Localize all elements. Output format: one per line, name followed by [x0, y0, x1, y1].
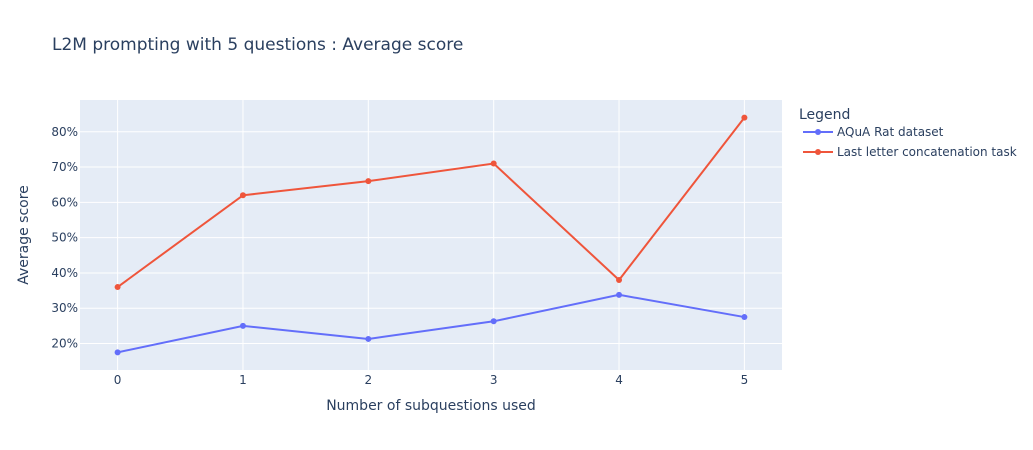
x-tick-label: 3 — [490, 373, 498, 387]
x-axis-title: Number of subquestions used — [326, 398, 536, 414]
y-tick-label: 30% — [51, 301, 78, 315]
series-line — [117, 293, 745, 354]
series-aqua-rat — [114, 291, 748, 356]
plot-area — [80, 100, 782, 370]
x-gridlines — [117, 100, 745, 370]
y-gridlines — [80, 131, 782, 345]
y-tick-label: 50% — [51, 231, 78, 245]
legend-label: AQuA Rat dataset — [837, 125, 944, 139]
series-last-letter — [114, 114, 748, 291]
y-tick-label: 80% — [51, 125, 78, 139]
legend-items: AQuA Rat dataset Last letter concatenatio… — [803, 125, 1017, 159]
data-point — [490, 160, 497, 167]
legend-item: AQuA Rat dataset — [803, 125, 944, 139]
x-tick-labels: 0 1 2 3 4 5 — [114, 373, 748, 387]
legend-marker — [815, 129, 821, 135]
legend-item: Last letter concatenation task — [803, 145, 1017, 159]
y-axis-title: Average score — [16, 185, 32, 285]
legend: Legend AQuA Rat dataset Last letter conca… — [799, 107, 1017, 159]
data-point — [741, 114, 748, 121]
y-tick-label: 70% — [51, 160, 78, 174]
x-tick-label: 5 — [741, 373, 749, 387]
series-line — [117, 117, 746, 288]
data-point — [114, 284, 121, 291]
chart-title: L2M prompting with 5 questions : Average… — [52, 35, 463, 55]
x-tick-label: 2 — [365, 373, 373, 387]
data-point — [741, 314, 748, 321]
legend-title: Legend — [799, 107, 850, 123]
data-point — [365, 178, 372, 185]
data-point — [490, 318, 497, 325]
y-tick-label: 20% — [51, 337, 78, 351]
x-tick-label: 4 — [615, 373, 623, 387]
series-layer — [114, 114, 748, 356]
legend-marker — [815, 149, 821, 155]
data-point — [114, 349, 121, 356]
data-point — [616, 291, 623, 298]
data-point — [616, 277, 623, 283]
data-point — [365, 335, 372, 342]
y-tick-label: 40% — [51, 266, 78, 280]
data-point — [239, 322, 246, 329]
data-point — [239, 192, 246, 199]
legend-label: Last letter concatenation task — [837, 145, 1017, 159]
x-tick-label: 1 — [239, 373, 247, 387]
y-tick-labels: 20% 30% 40% 50% 60% 70% 80% — [51, 125, 78, 351]
x-tick-label: 0 — [114, 373, 122, 387]
y-tick-label: 60% — [51, 195, 78, 209]
